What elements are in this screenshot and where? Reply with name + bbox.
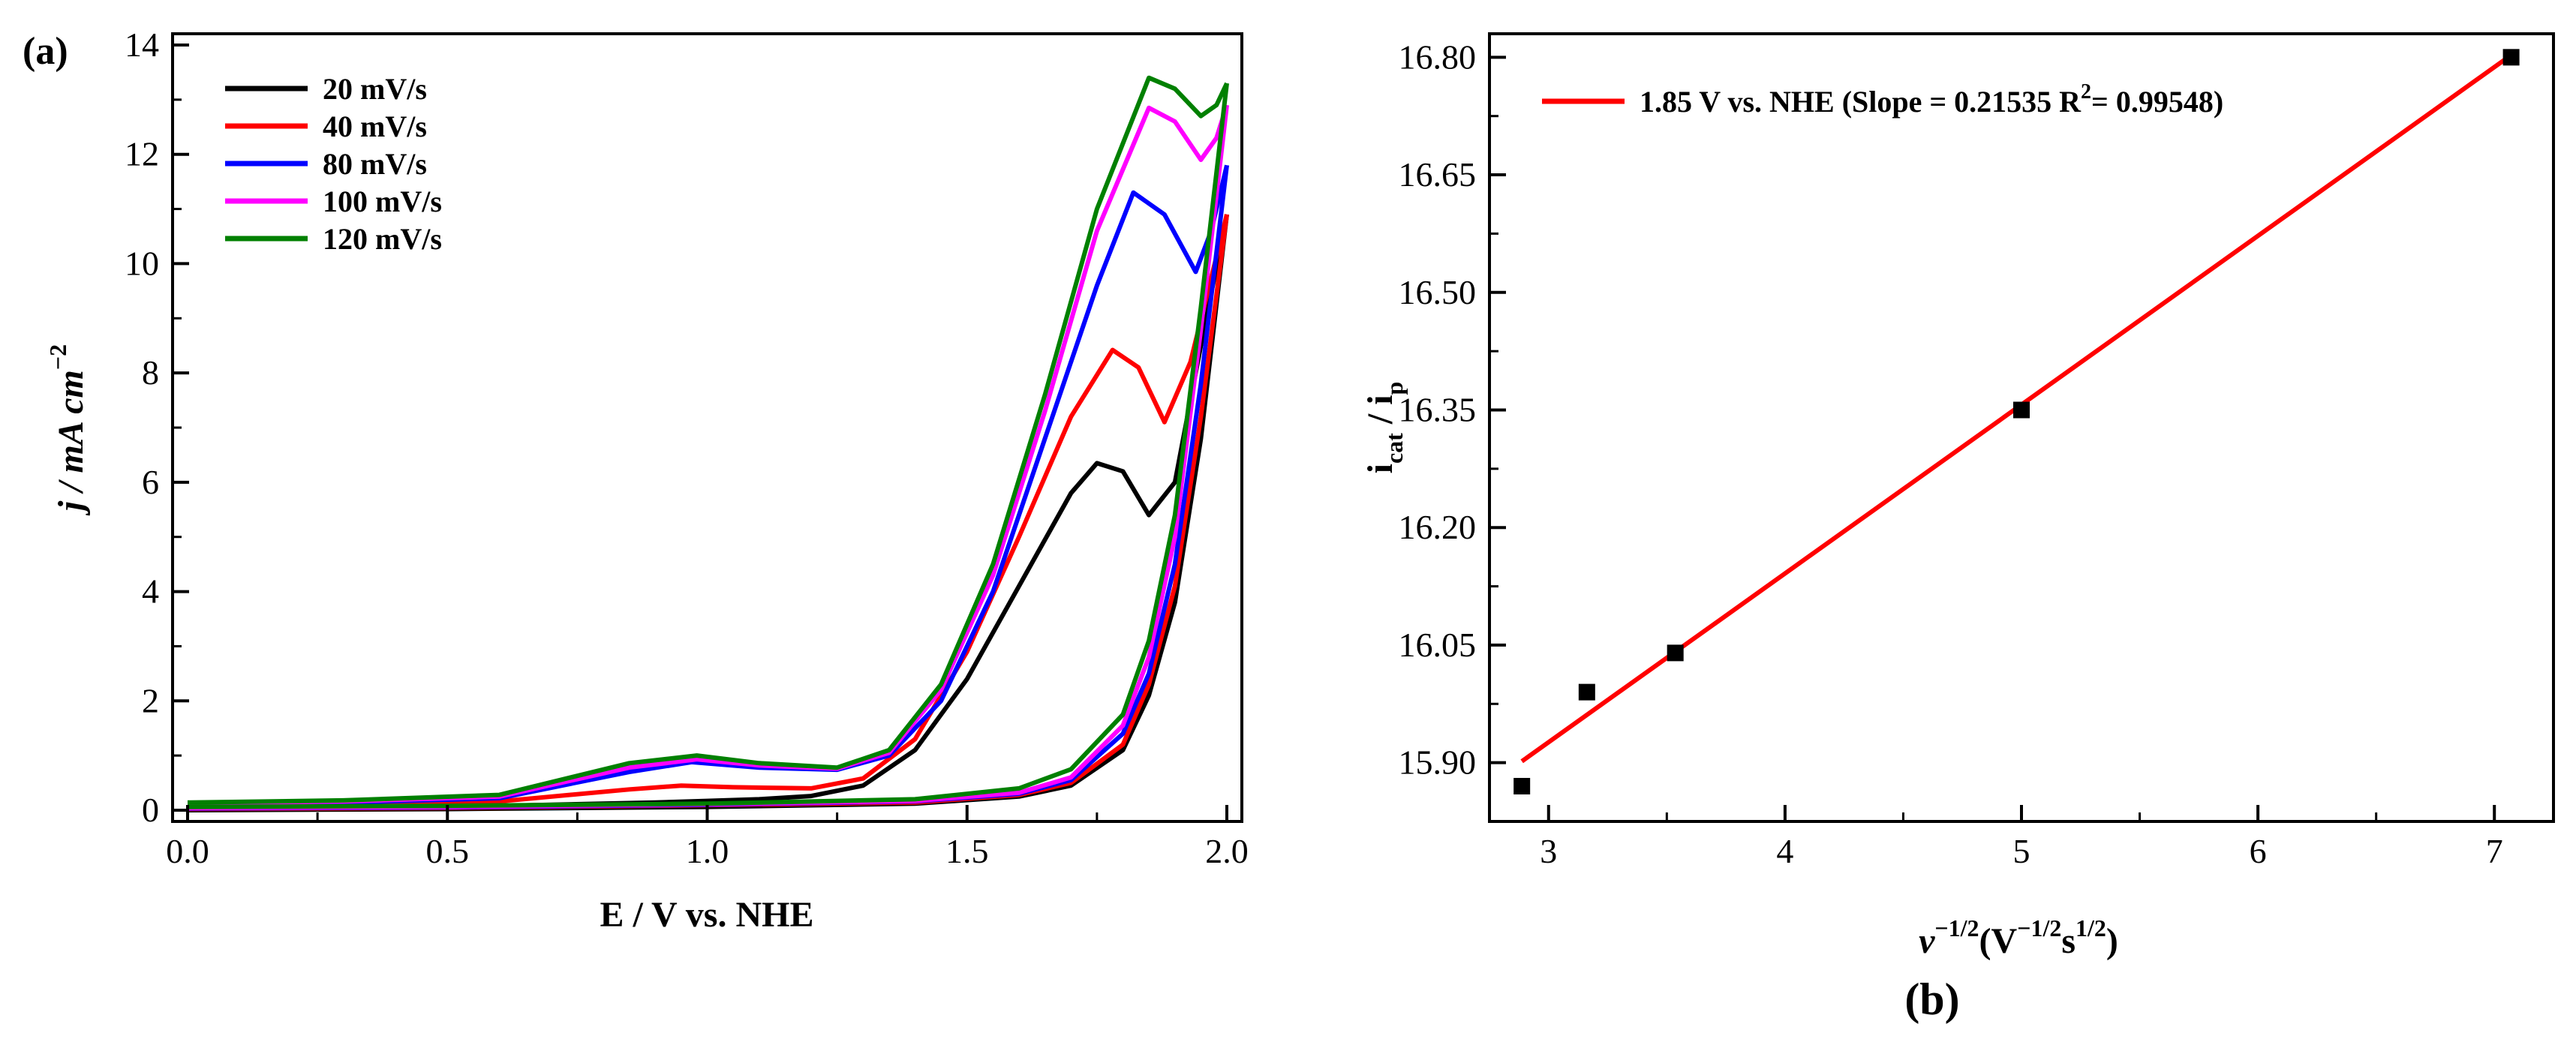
x-tick-label: 4	[1776, 832, 1793, 870]
x-tick-label: 1.5	[945, 832, 989, 870]
x-tick-label: 0.0	[166, 832, 209, 870]
series-40-mv-sforward	[187, 214, 1229, 809]
y-tick-label: 16.20	[1399, 508, 1477, 546]
x-tick-label: 1.0	[686, 832, 729, 870]
svg-text:j / mA cm−2: j / mA cm−2	[44, 344, 91, 516]
x-tick-label: 6	[2250, 832, 2267, 870]
panel-b-legend: 1.85 V vs. NHE (Slope = 0.21535 R2= 0.99…	[1542, 80, 2223, 119]
y-tick-label: 16.35	[1399, 390, 1477, 428]
y-tick-label: 16.50	[1399, 273, 1477, 311]
data-point	[1667, 644, 1684, 662]
y-tick-label: 16.65	[1399, 155, 1477, 194]
panel-a-label: (a)	[23, 30, 68, 73]
x-tick-label: 7	[2486, 832, 2503, 870]
panel-b-label: (b)	[1904, 974, 1959, 1024]
y-tick-label: 10	[125, 244, 159, 282]
data-point	[2013, 401, 2030, 419]
panel-a-ylabel: j / mA cm−2	[44, 344, 91, 516]
y-tick-label: 0	[142, 791, 159, 829]
panel-b-frame	[1488, 32, 2555, 823]
panel-a-ylabel-text: j / mA cm	[51, 370, 91, 516]
panel-a-legend: 20 mV/s 40 mV/s 80 mV/s 100 mV/s 120 mV/s	[225, 72, 442, 256]
x-tick-label: 5	[2013, 832, 2030, 870]
legend-label: 40 mV/s	[323, 110, 427, 143]
panel-b-plot	[1513, 49, 2520, 794]
panel-a: (a) 0.0 0.5 1.0 1.5 2.0 0 2 4 6 8 10 12 14 20 mV/s 40…	[23, 26, 1249, 935]
y-tick-label: 14	[125, 26, 159, 64]
panel-b-ticks: 3 4 5 6 7 15.90 16.05 16.20 16.35 16.50 16.65 16.80	[1399, 38, 2503, 870]
x-tick-label: 0.5	[426, 832, 470, 870]
y-tick-label: 8	[142, 353, 159, 392]
x-tick-label: 2.0	[1205, 832, 1249, 870]
y-tick-label: 2	[142, 681, 159, 719]
y-tick-label: 4	[142, 572, 159, 611]
panel-a-ylabel-sup: −2	[44, 344, 71, 370]
series-100-mv-sforward	[187, 104, 1229, 806]
panel-a-xlabel: E / V vs. NHE	[600, 895, 814, 935]
series-80-mv-sreverse	[187, 164, 1229, 811]
series-120-mv-sforward	[187, 75, 1229, 805]
y-tick-label: 16.05	[1399, 626, 1477, 664]
panel-a-ticks: 0.0 0.5 1.0 1.5 2.0 0 2 4 6 8 10 12 14	[125, 26, 1249, 870]
y-tick-label: 16.80	[1399, 38, 1477, 76]
panel-b-legend-label: 1.85 V vs. NHE (Slope = 0.21535 R2= 0.99…	[1640, 80, 2223, 119]
series-120-mv-sreverse	[187, 83, 1229, 809]
data-point	[1578, 683, 1595, 701]
legend-label: 80 mV/s	[323, 147, 427, 181]
x-tick-label: 3	[1540, 832, 1557, 870]
legend-label: 20 mV/s	[323, 72, 427, 106]
panel-b-xlabel: v−1/2(V−1/2s1/2)	[1919, 914, 2118, 961]
data-point	[2502, 49, 2520, 66]
series-80-mv-sforward	[187, 164, 1229, 807]
panel-a-curves	[187, 75, 1229, 812]
data-point	[1513, 777, 1531, 794]
y-tick-label: 15.90	[1399, 743, 1477, 782]
legend-label: 120 mV/s	[323, 222, 442, 256]
panel-b-ylabel: icat / ip	[1360, 382, 1408, 474]
panel-b: 3 4 5 6 7 15.90 16.05 16.20 16.35 16.50 16.65 16.80…	[1360, 32, 2555, 1024]
y-tick-label: 6	[142, 463, 159, 501]
y-tick-label: 12	[125, 135, 159, 173]
svg-text:icat / ip: icat / ip	[1360, 382, 1408, 474]
legend-label: 100 mV/s	[323, 185, 442, 218]
